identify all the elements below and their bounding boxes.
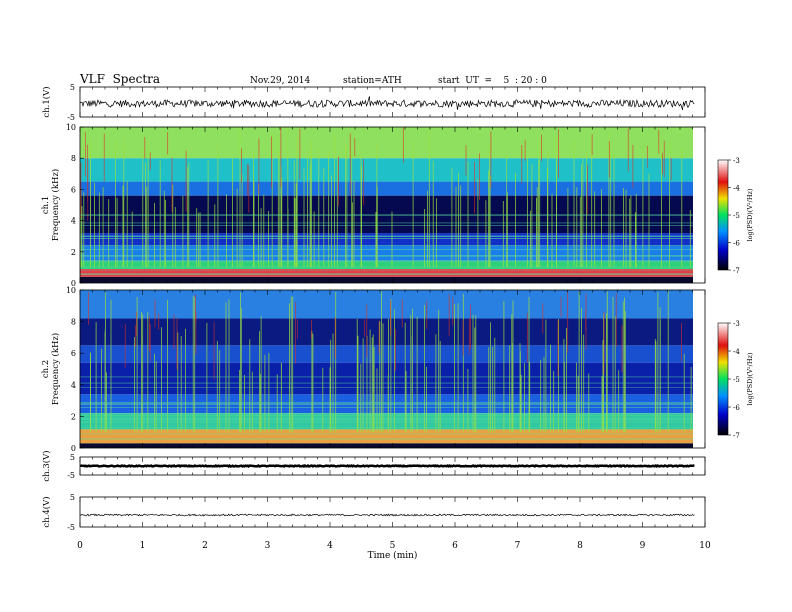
x-tick-label: 0: [77, 541, 83, 551]
spectrogram-narrowband-lines: [80, 214, 693, 275]
spectrogram-band: [80, 195, 693, 234]
date-label: Nov.29, 2014: [250, 76, 311, 86]
start-time-label: start UT = 5 : 20 : 0: [438, 76, 547, 86]
y-tick-label: 0: [71, 444, 76, 453]
x-tick-label: 2: [202, 541, 208, 551]
colorbar-label: log(PSD)(V²/Hz): [746, 352, 754, 405]
x-tick-label: 8: [577, 541, 583, 551]
y-tick-label: 6: [71, 185, 76, 194]
ylabel-voltage: ch.4(V): [41, 496, 52, 527]
waveform-line: [79, 463, 695, 469]
spectrogram-band: [80, 362, 693, 395]
spectrogram-band: [80, 261, 693, 269]
y-tick-label: 8: [71, 318, 76, 327]
ylabel-voltage: ch.1(V): [41, 86, 52, 117]
y-tick-label: 4: [71, 217, 76, 226]
x-ticks: [79, 497, 706, 527]
x-tick-label: 3: [265, 541, 271, 551]
x-ticks: [79, 127, 706, 283]
waveform-line: [79, 96, 695, 111]
colorbar-tick-label: -4: [733, 348, 740, 356]
x-tick-label: 1: [140, 541, 146, 551]
spectrogram-band: [80, 413, 693, 430]
colorbar: [717, 159, 729, 271]
spectrogram-band: [80, 345, 693, 363]
colorbar-label: log(PSD)(V²/Hz): [746, 188, 754, 241]
y-tick-label: 6: [71, 349, 76, 358]
colorbar-tick-label: -3: [733, 320, 740, 328]
y-tick-label: -5: [67, 113, 75, 122]
ylabel-channel: ch.2: [41, 360, 51, 378]
figure-title: VLF Spectra: [80, 72, 161, 86]
colorbar-tick-label: -4: [733, 185, 740, 193]
waveform-line: [79, 513, 695, 517]
colorbar-tick-label: -5: [733, 212, 740, 220]
x-tick-label: 9: [640, 541, 646, 551]
colorbar-tick-label: -5: [733, 376, 740, 384]
y-tick-label: 2: [71, 412, 76, 421]
spectrogram-band: [80, 290, 693, 319]
x-axis-label: Time (min): [368, 550, 418, 561]
spectrogram-hot-streaks: [80, 127, 672, 221]
y-tick-label: 10: [66, 286, 76, 295]
y-tick-label: 5: [70, 493, 75, 502]
y-tick-label: 5: [70, 83, 75, 92]
x-tick-label: 4: [327, 541, 333, 551]
colorbar-tick-label: -3: [733, 157, 740, 165]
colorbar: [717, 322, 729, 436]
ylabel-voltage: ch.3(V): [41, 450, 52, 481]
colorbar-tick-label: -7: [733, 267, 740, 275]
station-label: station=ATH: [343, 76, 402, 86]
x-tick-label: 7: [515, 541, 521, 551]
spectrogram-hot-streaks: [88, 291, 682, 380]
y-tick-label: 5: [70, 453, 75, 462]
colorbar-tick-label: -6: [733, 404, 740, 412]
ylabel-frequency: Frequency (kHz): [50, 169, 61, 241]
x-tick-label: 5: [390, 541, 396, 551]
colorbar-tick-label: -7: [733, 432, 740, 440]
x-ticks: [79, 290, 706, 448]
x-tick-label: 10: [699, 541, 711, 551]
ylabel-channel: ch.1: [41, 196, 51, 214]
y-tick-label: -5: [67, 471, 75, 480]
y-tick-label: 4: [71, 381, 76, 390]
y-tick-label: 0: [71, 279, 76, 288]
spectrogram-band: [80, 276, 693, 283]
spectrogram-streaks: [80, 127, 691, 268]
x-ticks: [79, 87, 706, 117]
spectrogram-band: [80, 429, 693, 444]
spectrogram-band: [80, 268, 693, 277]
spectrogram-band: [80, 318, 693, 346]
y-tick-label: -5: [67, 523, 75, 532]
y-tick-label: 10: [66, 123, 76, 132]
spectrogram-narrowband-lines: [80, 376, 693, 440]
spectrogram-band: [80, 127, 693, 159]
x-tick-label: 6: [452, 541, 458, 551]
ylabel-frequency: Frequency (kHz): [50, 333, 61, 405]
spectrogram-band: [80, 443, 693, 448]
spectrogram-band: [80, 394, 693, 414]
x-ticks: [79, 457, 706, 475]
y-tick-label: 2: [71, 248, 76, 257]
y-tick-label: 8: [71, 154, 76, 163]
colorbar-tick-label: -6: [733, 240, 740, 248]
